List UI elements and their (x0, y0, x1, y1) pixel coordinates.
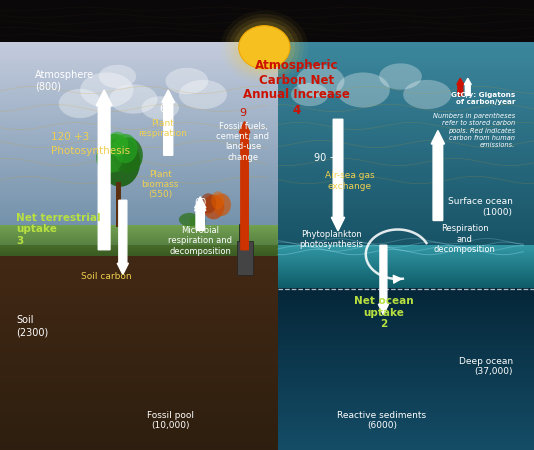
Text: Air-sea gas
exchange: Air-sea gas exchange (325, 171, 374, 191)
Circle shape (225, 14, 304, 81)
FancyArrow shape (378, 245, 388, 315)
Text: Microbial
respiration and
decomposition: Microbial respiration and decomposition (168, 226, 232, 256)
Ellipse shape (190, 216, 206, 227)
FancyArrow shape (96, 90, 112, 250)
Ellipse shape (100, 137, 140, 187)
Text: GtC/y: Gigatons
of carbon/year: GtC/y: Gigatons of carbon/year (451, 92, 515, 104)
Text: Photosynthesis: Photosynthesis (51, 146, 130, 156)
Text: Deep ocean
(37,000): Deep ocean (37,000) (459, 357, 513, 377)
FancyArrow shape (194, 197, 206, 230)
Text: Plant
biomass
(550): Plant biomass (550) (142, 170, 179, 199)
Text: Phytoplankton
photosynthesis: Phytoplankton photosynthesis (299, 230, 363, 249)
FancyArrow shape (331, 119, 345, 231)
Text: Surface ocean
(1000): Surface ocean (1000) (448, 197, 513, 217)
Ellipse shape (113, 137, 143, 173)
Ellipse shape (296, 65, 344, 97)
Text: 90: 90 (432, 139, 444, 149)
FancyArrow shape (465, 78, 471, 95)
Ellipse shape (99, 134, 131, 172)
Text: 9: 9 (239, 108, 247, 117)
Ellipse shape (336, 72, 390, 108)
Bar (116, 182, 121, 227)
Text: Reactive sediments
(6000): Reactive sediments (6000) (337, 411, 426, 431)
Text: Atmosphere
(800): Atmosphere (800) (35, 70, 94, 91)
Text: Fossil fuels,
cement, and
land-use
change: Fossil fuels, cement, and land-use chang… (216, 122, 270, 162)
Ellipse shape (113, 134, 138, 163)
Circle shape (229, 18, 300, 77)
Ellipse shape (211, 191, 224, 209)
Text: Fossil pool
(10,000): Fossil pool (10,000) (147, 411, 194, 431)
Ellipse shape (291, 83, 328, 106)
Ellipse shape (200, 194, 216, 213)
Ellipse shape (379, 63, 422, 90)
FancyArrow shape (194, 201, 206, 229)
Ellipse shape (179, 80, 227, 109)
Text: 60: 60 (160, 104, 171, 114)
Ellipse shape (109, 85, 158, 113)
Text: Soil carbon: Soil carbon (82, 272, 132, 281)
Ellipse shape (212, 194, 231, 216)
Ellipse shape (179, 213, 200, 226)
FancyArrow shape (431, 130, 444, 220)
Text: 60: 60 (194, 198, 206, 208)
Ellipse shape (59, 89, 101, 118)
Bar (0, 0, 534, 45)
Text: Soil
(2300): Soil (2300) (16, 315, 48, 337)
Bar (245, 226, 248, 241)
Ellipse shape (403, 80, 451, 109)
Circle shape (239, 26, 290, 69)
Text: 120 +3: 120 +3 (51, 132, 89, 142)
Ellipse shape (203, 194, 224, 220)
FancyArrow shape (162, 90, 175, 155)
FancyArrow shape (117, 200, 129, 274)
Bar (239, 224, 242, 241)
FancyArrow shape (457, 78, 464, 95)
Text: Plant
respiration: Plant respiration (138, 118, 187, 138)
Text: Net terrestrial
uptake
3: Net terrestrial uptake 3 (16, 213, 100, 246)
Text: Respiration
and
decomposition: Respiration and decomposition (434, 225, 496, 254)
Text: 90 +2: 90 +2 (313, 153, 343, 163)
FancyArrow shape (239, 122, 250, 250)
Ellipse shape (107, 131, 128, 157)
Ellipse shape (80, 72, 134, 108)
Text: Numbers in parentheses
refer to stored carbon
pools. Red indicates
carbon from h: Numbers in parentheses refer to stored c… (433, 113, 515, 148)
Ellipse shape (142, 96, 179, 120)
Ellipse shape (99, 65, 136, 88)
Ellipse shape (96, 142, 123, 173)
Text: Atmospheric
Carbon Net
Annual Increase
4: Atmospheric Carbon Net Annual Increase 4 (243, 58, 350, 117)
Text: Net ocean
uptake
2: Net ocean uptake 2 (354, 296, 413, 329)
Circle shape (233, 21, 295, 73)
Bar (237, 241, 253, 274)
Ellipse shape (166, 68, 208, 94)
